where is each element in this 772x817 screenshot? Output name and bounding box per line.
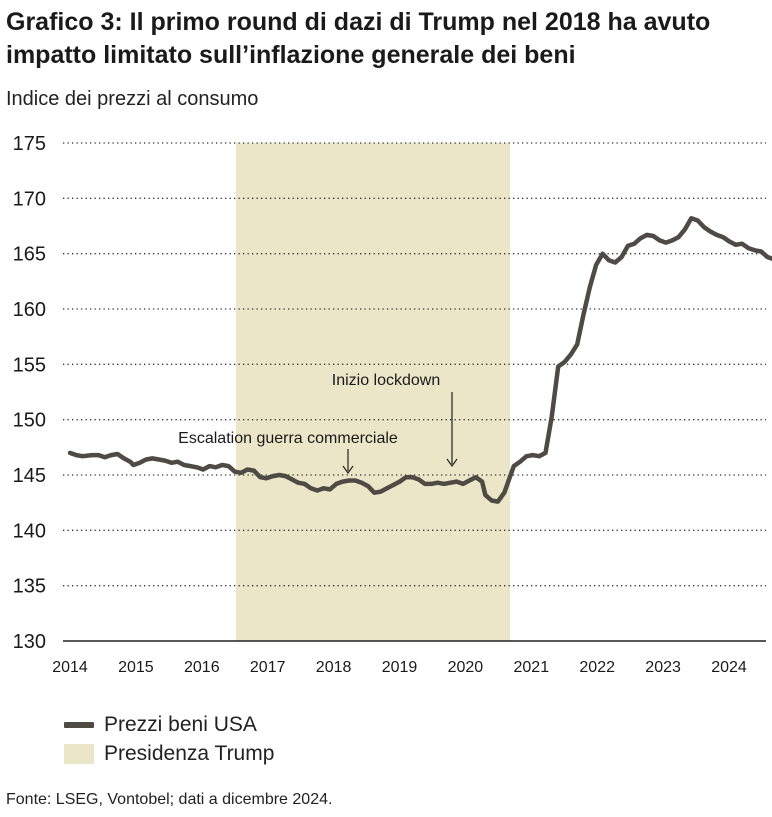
legend-item-band: Presidenza Trump [64,739,274,768]
annotation-lockdown-arrowhead [446,458,458,468]
series-layer [67,216,772,504]
chart-title: Grafico 3: Il primo round di dazi di Tru… [6,8,711,69]
x-tick-label: 2019 [382,659,418,676]
legend-label-series: Prezzi beni USA [104,712,257,736]
y-tick-label: 165 [13,244,46,266]
legend-swatch-band [64,743,94,764]
series-line-prezzi-beni-usa [67,216,772,504]
annotation-lockdown-label: Inizio lockdown [332,372,441,389]
legend-item-series: Prezzi beni USA [64,710,274,739]
x-axis: 2014 2015 2016 2017 2018 2019 2020 2021 2022 2023… [52,659,747,676]
y-tick-label: 135 [13,576,46,598]
legend: Prezzi beni USA Presidenza Trump [64,710,274,768]
x-tick-label: 2022 [579,659,615,676]
y-tick-label: 160 [13,299,46,321]
x-tick-label: 2023 [645,659,681,676]
source-note: Fonte: LSEG, Vontobel; dati a dicembre 2… [6,791,333,808]
annotation-layer: Escalation guerra commerciale Inizio lock… [178,372,458,475]
legend-swatch-line [64,721,94,728]
x-tick-label: 2024 [711,659,747,676]
chart-subtitle: Indice dei prezzi al consumo [6,88,259,110]
grid-layer [63,142,766,642]
band-layer [236,143,510,641]
y-tick-label: 155 [13,354,46,376]
x-tick-label: 2020 [448,659,484,676]
x-tick-label: 2021 [514,659,550,676]
y-axis: 130 135 140 145 150 155 160 165 170 175 [13,133,46,653]
x-tick-label: 2015 [118,659,154,676]
y-tick-label: 170 [13,188,46,210]
x-tick-label: 2017 [250,659,286,676]
y-tick-label: 145 [13,465,46,487]
y-tick-label: 130 [13,631,46,653]
x-tick-label: 2014 [52,659,88,676]
y-tick-label: 150 [13,410,46,432]
x-tick-label: 2016 [184,659,220,676]
annotation-escalation-arrowhead [342,465,354,475]
y-tick-label: 140 [13,520,46,542]
y-tick-label: 175 [13,133,46,155]
trump-presidency-band [236,143,510,641]
legend-label-band: Presidenza Trump [104,741,275,765]
x-tick-label: 2018 [316,659,352,676]
annotation-escalation-label: Escalation guerra commerciale [178,430,398,447]
